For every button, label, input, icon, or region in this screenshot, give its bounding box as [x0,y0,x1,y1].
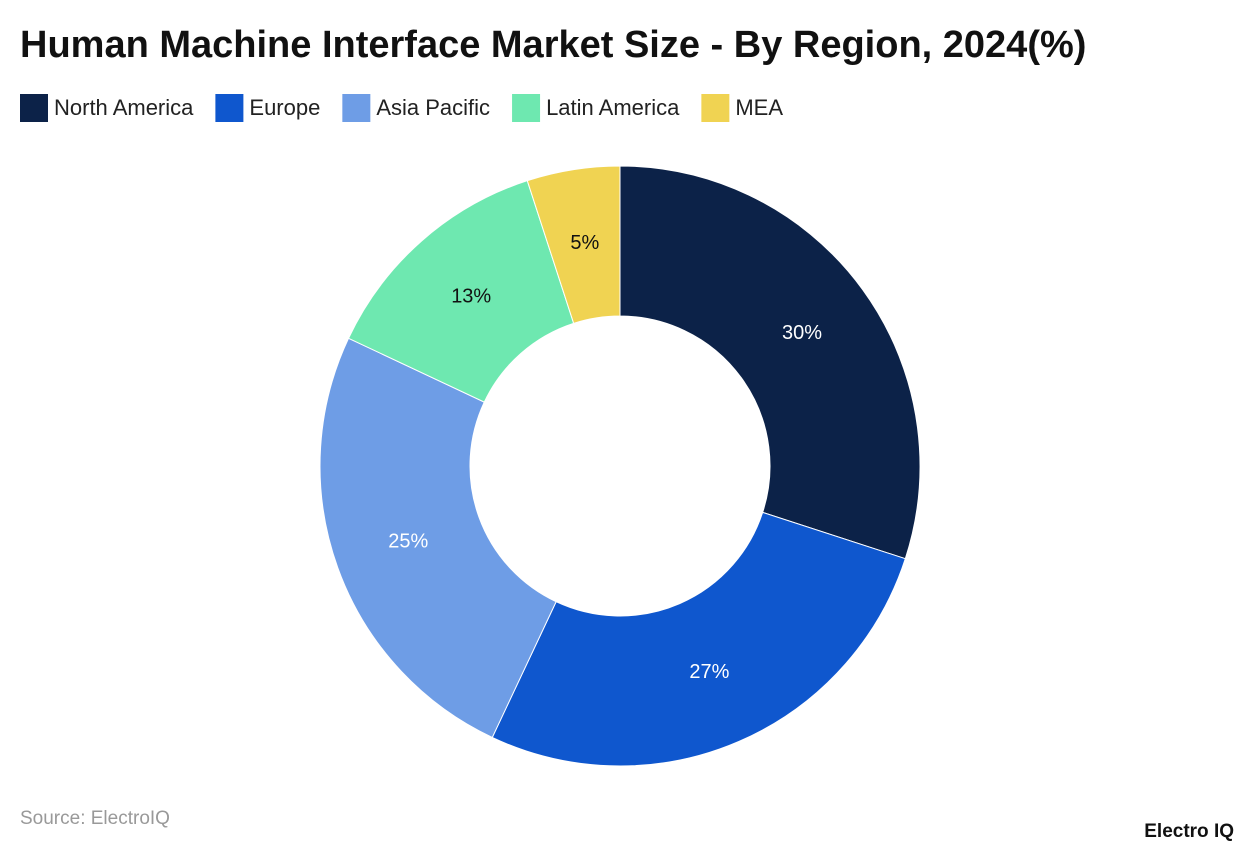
data-label: 27% [689,661,729,683]
legend-label: Europe [249,95,320,120]
legend-label: MEA [735,95,783,120]
legend-swatch [342,94,371,122]
data-label: 25% [388,530,428,552]
slice [619,165,921,560]
legend-swatch [20,94,48,122]
data-label: 30% [782,322,822,344]
brand: Electro IQ [1144,821,1234,842]
legend-label: Asia Pacific [376,95,490,120]
legend-swatch [701,94,730,122]
chart-title: Human Machine Interface Market Size - By… [20,24,1086,66]
slice [491,511,906,767]
legend-swatch [512,94,541,122]
slice [319,337,557,739]
legend-swatch [215,94,244,122]
legend-label: Latin America [546,95,680,120]
slice [526,165,621,324]
data-label: 13% [451,286,491,308]
source: Source: ElectroIQ [20,808,170,829]
data-label: 5% [570,232,599,254]
legend-label: North America [54,95,194,120]
